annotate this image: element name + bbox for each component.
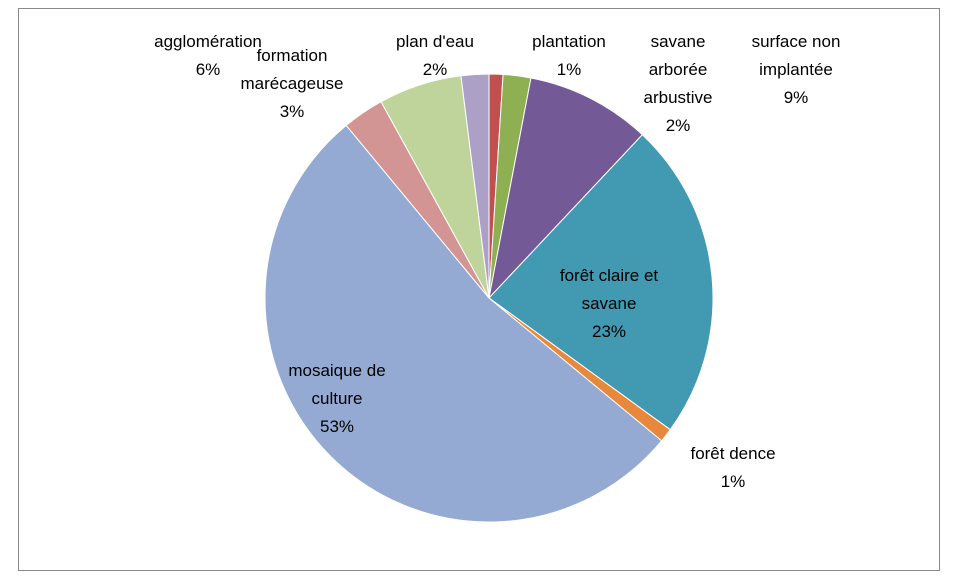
data-label: plan d'eau 2% [380, 28, 490, 84]
category-label: forêt claire et savane [559, 266, 659, 313]
percent-label: 2% [665, 116, 691, 135]
pie-slice [488, 77, 644, 300]
data-label: forêt claire et savane 23% [542, 262, 677, 346]
data-label: mosaique de culture 53% [282, 357, 392, 441]
category-label: plan d'eau [396, 32, 474, 51]
pie-slice [264, 124, 663, 523]
category-label: forêt dence [690, 444, 776, 463]
percent-label: 1% [556, 60, 582, 79]
percent-label: 53% [319, 417, 355, 436]
category-label: savane arborée arbustive [643, 32, 713, 107]
percent-label: 23% [591, 322, 627, 341]
category-label: formation marécageuse [240, 46, 344, 93]
data-label: surface non implantée 9% [734, 28, 859, 112]
data-label: agglomération 6% [143, 28, 273, 84]
data-label: formation marécageuse 3% [232, 42, 352, 126]
percent-label: 6% [195, 60, 221, 79]
percent-label: 1% [720, 472, 746, 491]
data-label: savane arborée arbustive 2% [631, 28, 726, 140]
percent-label: 3% [279, 102, 305, 121]
pie-slice [460, 73, 490, 299]
category-label: plantation [532, 32, 606, 51]
category-label: agglomération [154, 32, 262, 51]
pie-slice [488, 134, 714, 431]
category-label: surface non implantée [751, 32, 841, 79]
percent-label: 2% [422, 60, 448, 79]
percent-label: 9% [783, 88, 809, 107]
data-label: plantation 1% [509, 28, 629, 84]
data-label: forêt dence 1% [673, 440, 793, 496]
category-label: mosaique de culture [288, 361, 386, 408]
